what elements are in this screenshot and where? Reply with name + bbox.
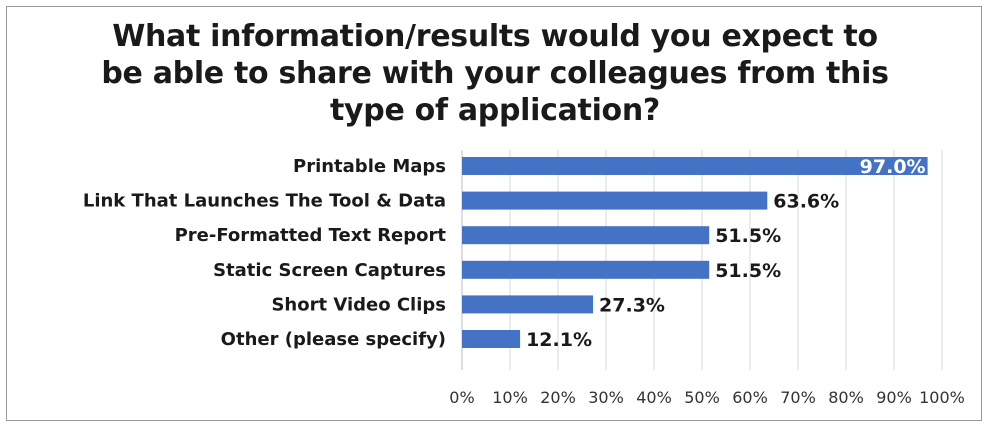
chart-title: What information/results would you expec… — [0, 18, 990, 129]
category-label: Link That Launches The Tool & Data — [83, 191, 446, 212]
data-label: 27.3% — [599, 294, 665, 316]
x-tick-label: 0% — [449, 388, 474, 407]
category-label: Static Screen Captures — [213, 260, 446, 281]
x-tick-label: 60% — [732, 388, 768, 407]
chart-title-line-1: What information/results would you expec… — [112, 19, 878, 54]
data-label: 12.1% — [526, 329, 592, 351]
bar — [462, 191, 768, 210]
x-tick-label: 50% — [684, 388, 720, 407]
chart-title-line-3: type of application? — [329, 93, 661, 128]
bar — [462, 330, 521, 348]
data-label: 51.5% — [715, 225, 781, 247]
x-tick-label: 10% — [492, 388, 528, 407]
x-tick-label: 30% — [588, 388, 624, 407]
chart-title-line-2: be able to share with your colleagues fr… — [101, 56, 889, 91]
data-label: 97.0% — [860, 156, 926, 178]
bar — [462, 260, 710, 279]
x-tick-label: 100% — [919, 388, 965, 407]
x-tick-label: 90% — [876, 388, 912, 407]
category-label: Pre-Formatted Text Report — [175, 225, 447, 246]
bar — [462, 295, 594, 314]
x-tick-label: 20% — [540, 388, 576, 407]
x-tick-label: 70% — [780, 388, 816, 407]
category-label: Short Video Clips — [271, 294, 446, 315]
data-label: 63.6% — [773, 191, 839, 213]
category-label: Printable Maps — [293, 156, 446, 177]
bar — [462, 157, 928, 175]
bar — [462, 226, 710, 245]
data-label: 51.5% — [715, 260, 781, 282]
category-label: Other (please specify) — [221, 329, 446, 350]
x-tick-label: 40% — [636, 388, 672, 407]
chart-frame — [6, 6, 982, 421]
x-tick-label: 80% — [828, 388, 864, 407]
